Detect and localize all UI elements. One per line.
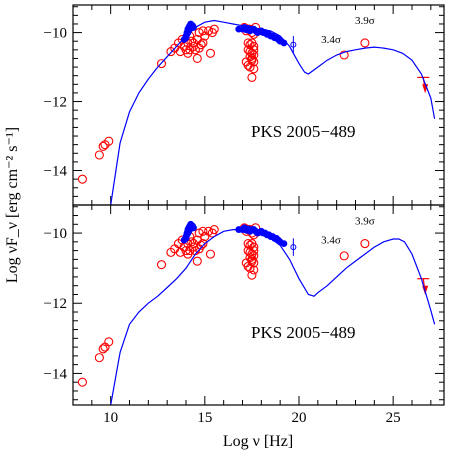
top-data-point-open [249, 64, 259, 74]
top-y-tick-label: −14 [44, 164, 68, 180]
y-axis-title: Log νF_ν [erg cm⁻² s⁻¹] [4, 127, 21, 283]
bottom-y-tick-label: −14 [44, 366, 68, 382]
top-data-point-filled [187, 24, 195, 31]
top-data-point-filled [274, 36, 282, 43]
bottom-data-point-open [249, 246, 259, 256]
top-y-tick-label: −10 [44, 26, 67, 42]
top-data-point-open [192, 53, 202, 63]
top-panel-marks: 3.9σ 3.4σ [77, 15, 436, 206]
top-significance-label: 3.4σ [321, 34, 341, 46]
bottom-data-point-filled [274, 236, 282, 244]
top-data-point-open [198, 26, 208, 36]
bottom-data-point-open [188, 239, 199, 249]
top-data-point-open [247, 72, 257, 82]
x-axis-title: Log ν [Hz] [223, 433, 293, 450]
top-data-point-open [205, 48, 216, 58]
bottom-data-point-open [209, 225, 219, 235]
top-panel-source-label: PKS 2005−489 [251, 122, 356, 141]
top-panel-ticks: −14 −12 −10 [44, 5, 444, 206]
bottom-data-point-open [187, 237, 197, 247]
top-data-point-open [249, 45, 259, 55]
top-panel: −14 −12 −10 3.9σ 3.4σ PKS 2005−489 [44, 4, 445, 206]
bottom-data-point-open [104, 337, 114, 347]
top-data-point-open [94, 150, 104, 160]
bottom-data-point-open [156, 260, 167, 270]
bottom-panel-frame [72, 204, 445, 406]
bottom-error-point [290, 244, 297, 251]
bottom-data-point-open [94, 353, 104, 363]
bottom-data-point-open [198, 226, 208, 236]
bottom-panel-source-label: PKS 2005−489 [251, 323, 356, 342]
bottom-x-tick-label: 20 [291, 410, 306, 426]
bottom-significance-label: 3.9σ [355, 215, 375, 227]
bottom-panel-ticks: −14 −12 −10 10 15 20 25 [44, 205, 444, 426]
top-data-point-open [187, 36, 197, 46]
bottom-panel-marks: 3.9σ 3.4σ [77, 215, 436, 406]
top-y-tick-label: −12 [44, 95, 67, 111]
bottom-model-curve [110, 229, 436, 406]
bottom-x-tick-label: 10 [103, 410, 118, 426]
top-data-point-open [98, 141, 108, 151]
top-model-curve [110, 19, 436, 206]
bottom-y-tick-label: −12 [44, 296, 67, 312]
bottom-data-point-open [249, 265, 259, 275]
bottom-data-point-open [339, 251, 349, 261]
bottom-data-point-open [247, 270, 257, 280]
top-data-point-open [360, 38, 370, 48]
top-data-point-open [198, 38, 208, 48]
bottom-x-tick-label: 15 [197, 410, 212, 426]
bottom-data-point-open [192, 256, 202, 266]
top-data-point-open [209, 24, 219, 34]
bottom-panel: −14 −12 −10 10 15 20 25 3.9σ 3.4σ PKS 2005−489 [44, 204, 445, 426]
top-error-point [290, 41, 297, 48]
bottom-x-tick-label: 25 [386, 410, 401, 426]
bottom-data-point-open [198, 239, 208, 249]
top-significance-label: 3.9σ [355, 15, 375, 27]
top-data-point-open [249, 50, 259, 60]
top-data-point-open [156, 59, 167, 69]
bottom-data-point-open [249, 251, 259, 261]
bottom-data-point-open [77, 377, 87, 387]
bottom-data-point-open [185, 246, 195, 256]
top-data-point-open [77, 174, 87, 184]
top-data-point-open [185, 45, 195, 55]
top-data-point-open [188, 38, 199, 48]
bottom-data-point-open [98, 344, 108, 354]
top-data-point-open [104, 136, 114, 146]
bottom-significance-label: 3.4σ [321, 235, 341, 247]
bottom-data-point-open [360, 239, 370, 249]
bottom-data-point-filled [187, 224, 195, 232]
bottom-data-point-filled [280, 240, 288, 247]
top-data-point-open [339, 50, 349, 60]
bottom-data-point-open [205, 249, 216, 259]
bottom-y-tick-label: −10 [44, 226, 67, 242]
